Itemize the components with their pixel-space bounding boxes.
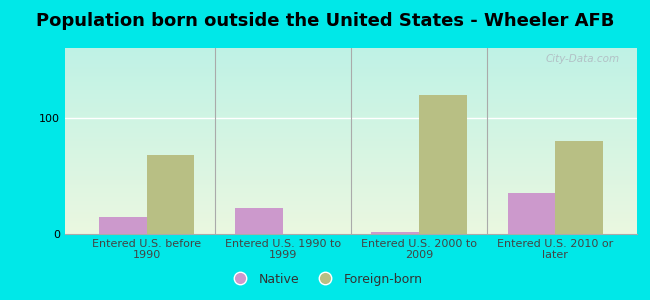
Bar [371, 232, 419, 234]
Bar [555, 141, 603, 234]
Bar [419, 94, 467, 234]
Bar [508, 193, 555, 234]
Bar [235, 208, 283, 234]
Bar [147, 155, 194, 234]
Bar [99, 217, 147, 234]
Text: Population born outside the United States - Wheeler AFB: Population born outside the United State… [36, 12, 614, 30]
Text: City-Data.com: City-Data.com [546, 54, 620, 64]
Legend: Native, Foreign-born: Native, Foreign-born [223, 268, 427, 291]
